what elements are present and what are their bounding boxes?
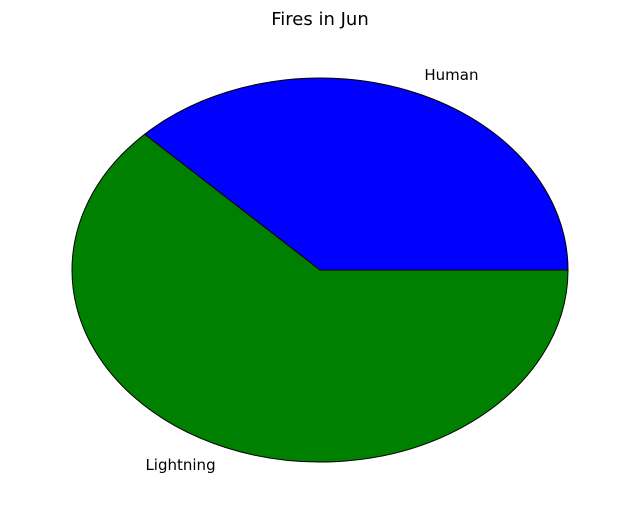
pie-slice-human [144, 77, 569, 271]
pie-slices [71, 77, 569, 463]
pie-label-human: Human [424, 66, 478, 84]
pie-slice-labels: Human Lightning [145, 66, 478, 474]
chart-title: Fires in Jun [271, 9, 368, 30]
pie-label-lightning: Lightning [145, 456, 215, 474]
pie-slice-lightning [71, 133, 569, 463]
